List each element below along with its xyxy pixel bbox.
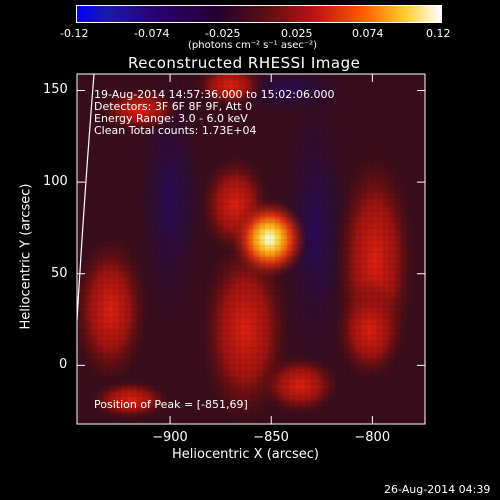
annotation-detectors: Detectors: 3F 6F 8F 9F, Att 0 xyxy=(94,100,253,113)
annotation-clean-counts: Clean Total counts: 1.73E+04 xyxy=(94,124,257,137)
colorbar-tick-label: 0.025 xyxy=(281,27,313,40)
x-axis-title: Heliocentric X (arcsec) xyxy=(172,447,319,462)
x-tick-label: −800 xyxy=(354,430,391,445)
x-tick-label: −850 xyxy=(253,430,289,445)
y-tick-label: 100 xyxy=(43,174,68,190)
plot-frame xyxy=(76,73,426,425)
colorbar-tick-label: 0.074 xyxy=(352,27,384,40)
annotation-peak-position: Position of Peak = [-851,69] xyxy=(94,398,248,411)
annotation-energy-range: Energy Range: 3.0 - 6.0 keV xyxy=(94,112,248,125)
heatmap-image xyxy=(77,74,425,424)
solar-limb xyxy=(76,73,95,321)
y-axis-title: Heliocentric Y (arcsec) xyxy=(18,183,34,330)
colorbar-tick-label: -0.12 xyxy=(60,27,89,40)
y-tick-label: 150 xyxy=(43,82,68,98)
colorbar-tick-label: -0.074 xyxy=(134,27,170,40)
footer-timestamp: 26-Aug-2014 04:39 xyxy=(384,483,491,496)
y-tick-label: 50 xyxy=(51,265,68,281)
colorbar-unit-label: (photons cm⁻² s⁻¹ asec⁻²) xyxy=(188,40,318,51)
colorbar-tick-label: 0.12 xyxy=(426,27,451,40)
colorbar-ticks: -0.12 -0.074 -0.025 0.025 0.074 0.12 xyxy=(0,27,500,41)
annotation-time-range: 19-Aug-2014 14:57:36.000 to 15:02:06.000 xyxy=(94,88,335,101)
colorbar xyxy=(76,5,442,23)
x-tick-label: −900 xyxy=(152,430,188,445)
y-tick-label: 0 xyxy=(59,357,68,373)
chart-title: Reconstructed RHESSI Image xyxy=(128,54,361,72)
colorbar-tick-label: -0.025 xyxy=(205,27,241,40)
